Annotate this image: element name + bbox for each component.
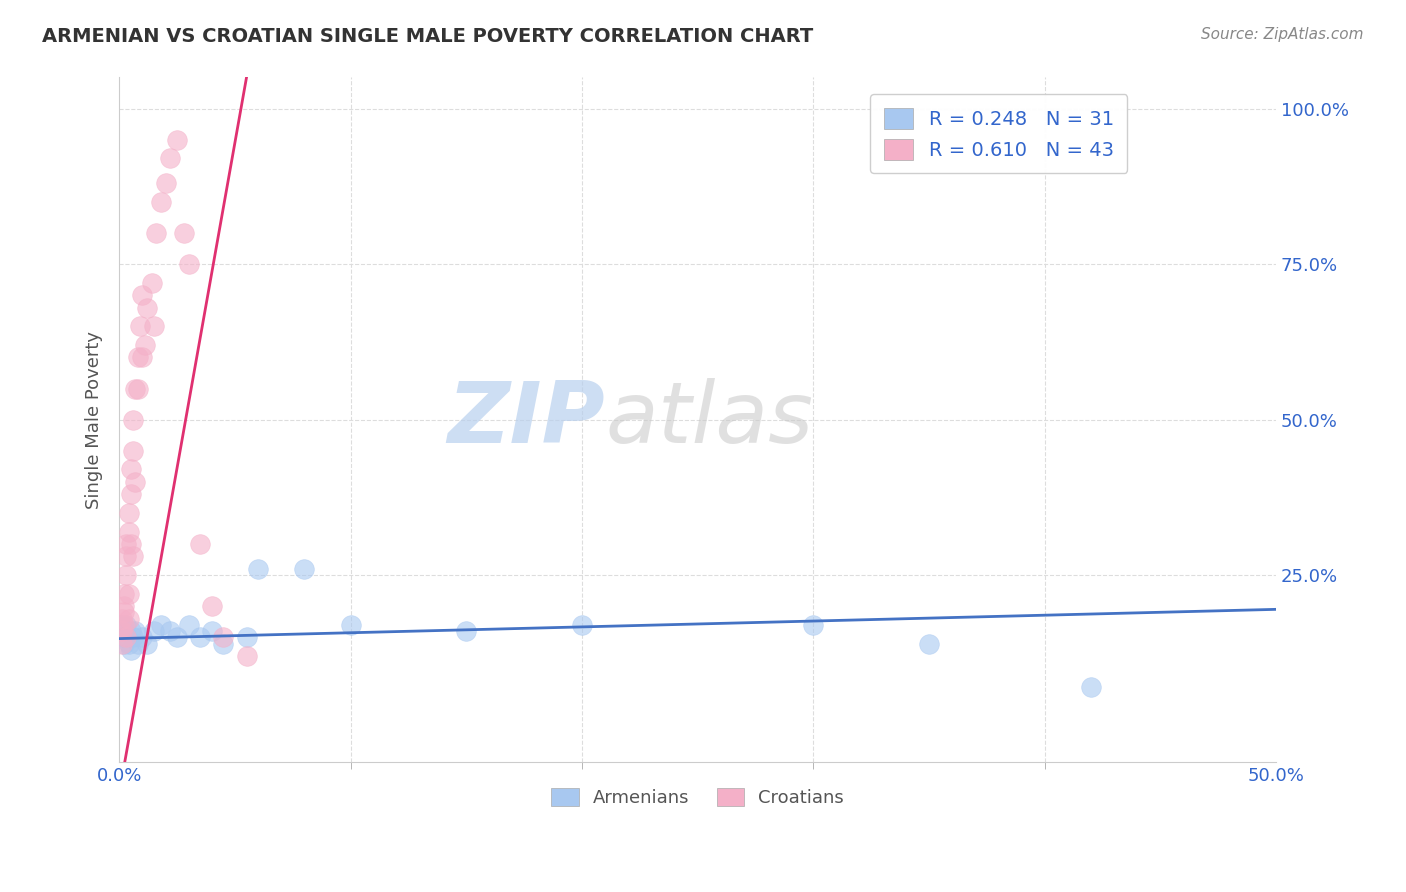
Point xyxy=(166,631,188,645)
Point xyxy=(110,618,132,632)
Point xyxy=(149,194,172,209)
Text: Source: ZipAtlas.com: Source: ZipAtlas.com xyxy=(1201,27,1364,42)
Point xyxy=(122,631,145,645)
Point xyxy=(110,631,132,645)
Point xyxy=(149,618,172,632)
Point xyxy=(212,631,235,645)
Point xyxy=(155,176,177,190)
Point xyxy=(112,606,135,620)
Point xyxy=(143,319,166,334)
Point xyxy=(110,624,132,639)
Point xyxy=(339,618,361,632)
Point xyxy=(456,624,478,639)
Point xyxy=(117,587,139,601)
Point xyxy=(801,618,824,632)
Point xyxy=(122,549,145,564)
Point xyxy=(127,351,149,365)
Point xyxy=(112,636,135,650)
Point xyxy=(918,636,941,650)
Point xyxy=(115,631,138,645)
Point xyxy=(115,631,138,645)
Point xyxy=(131,288,153,302)
Point xyxy=(145,226,167,240)
Legend: Armenians, Croatians: Armenians, Croatians xyxy=(544,780,851,814)
Point xyxy=(112,587,135,601)
Point xyxy=(143,624,166,639)
Text: ARMENIAN VS CROATIAN SINGLE MALE POVERTY CORRELATION CHART: ARMENIAN VS CROATIAN SINGLE MALE POVERTY… xyxy=(42,27,814,45)
Point xyxy=(124,382,146,396)
Point xyxy=(136,636,159,650)
Point xyxy=(115,549,138,564)
Point xyxy=(188,631,211,645)
Text: atlas: atlas xyxy=(605,378,813,461)
Point xyxy=(247,562,270,576)
Point xyxy=(177,618,200,632)
Point xyxy=(188,537,211,551)
Point xyxy=(201,624,224,639)
Point xyxy=(1080,680,1102,694)
Point xyxy=(127,382,149,396)
Point xyxy=(120,462,142,476)
Point xyxy=(110,612,132,626)
Point xyxy=(129,319,152,334)
Point xyxy=(131,351,153,365)
Point xyxy=(159,624,181,639)
Point xyxy=(235,631,257,645)
Text: ZIP: ZIP xyxy=(447,378,605,461)
Point xyxy=(166,133,188,147)
Point xyxy=(117,524,139,539)
Point xyxy=(134,338,156,352)
Point xyxy=(141,276,163,290)
Point xyxy=(115,618,138,632)
Point xyxy=(173,226,195,240)
Point xyxy=(571,618,593,632)
Point xyxy=(110,636,132,650)
Point xyxy=(120,642,142,657)
Point xyxy=(136,301,159,315)
Point xyxy=(159,151,181,165)
Point xyxy=(117,612,139,626)
Point xyxy=(112,618,135,632)
Point xyxy=(124,475,146,489)
Point xyxy=(212,636,235,650)
Point xyxy=(131,631,153,645)
Point xyxy=(115,568,138,582)
Point xyxy=(115,537,138,551)
Point xyxy=(120,624,142,639)
Point xyxy=(235,648,257,663)
Point xyxy=(201,599,224,614)
Point xyxy=(292,562,315,576)
Point xyxy=(112,624,135,639)
Point xyxy=(122,412,145,426)
Point xyxy=(112,599,135,614)
Point xyxy=(127,636,149,650)
Point xyxy=(117,636,139,650)
Point xyxy=(117,506,139,520)
Point xyxy=(124,624,146,639)
Point xyxy=(177,257,200,271)
Y-axis label: Single Male Poverty: Single Male Poverty xyxy=(86,331,103,508)
Point xyxy=(120,537,142,551)
Point xyxy=(120,487,142,501)
Point xyxy=(122,443,145,458)
